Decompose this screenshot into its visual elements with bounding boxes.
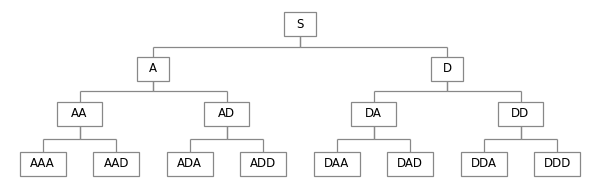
Text: DDD: DDD bbox=[544, 157, 571, 170]
Text: ADD: ADD bbox=[250, 157, 277, 170]
FancyBboxPatch shape bbox=[137, 57, 169, 81]
Text: S: S bbox=[296, 18, 304, 31]
FancyBboxPatch shape bbox=[461, 152, 507, 176]
FancyBboxPatch shape bbox=[284, 12, 316, 36]
Text: DDA: DDA bbox=[471, 157, 497, 170]
FancyBboxPatch shape bbox=[499, 101, 542, 126]
FancyBboxPatch shape bbox=[93, 152, 139, 176]
Text: AAD: AAD bbox=[104, 157, 129, 170]
FancyBboxPatch shape bbox=[20, 152, 66, 176]
FancyBboxPatch shape bbox=[387, 152, 433, 176]
FancyBboxPatch shape bbox=[314, 152, 360, 176]
FancyBboxPatch shape bbox=[167, 152, 213, 176]
Text: DA: DA bbox=[365, 107, 382, 120]
Text: ADA: ADA bbox=[178, 157, 202, 170]
FancyBboxPatch shape bbox=[534, 152, 580, 176]
FancyBboxPatch shape bbox=[58, 101, 101, 126]
FancyBboxPatch shape bbox=[240, 152, 286, 176]
Text: AAA: AAA bbox=[31, 157, 55, 170]
FancyBboxPatch shape bbox=[205, 101, 248, 126]
Text: DAA: DAA bbox=[324, 157, 349, 170]
Text: A: A bbox=[149, 63, 157, 75]
Text: D: D bbox=[442, 63, 452, 75]
Text: DAD: DAD bbox=[397, 157, 423, 170]
FancyBboxPatch shape bbox=[352, 101, 395, 126]
FancyBboxPatch shape bbox=[431, 57, 463, 81]
Text: DD: DD bbox=[511, 107, 530, 120]
Text: AA: AA bbox=[71, 107, 88, 120]
Text: AD: AD bbox=[218, 107, 235, 120]
